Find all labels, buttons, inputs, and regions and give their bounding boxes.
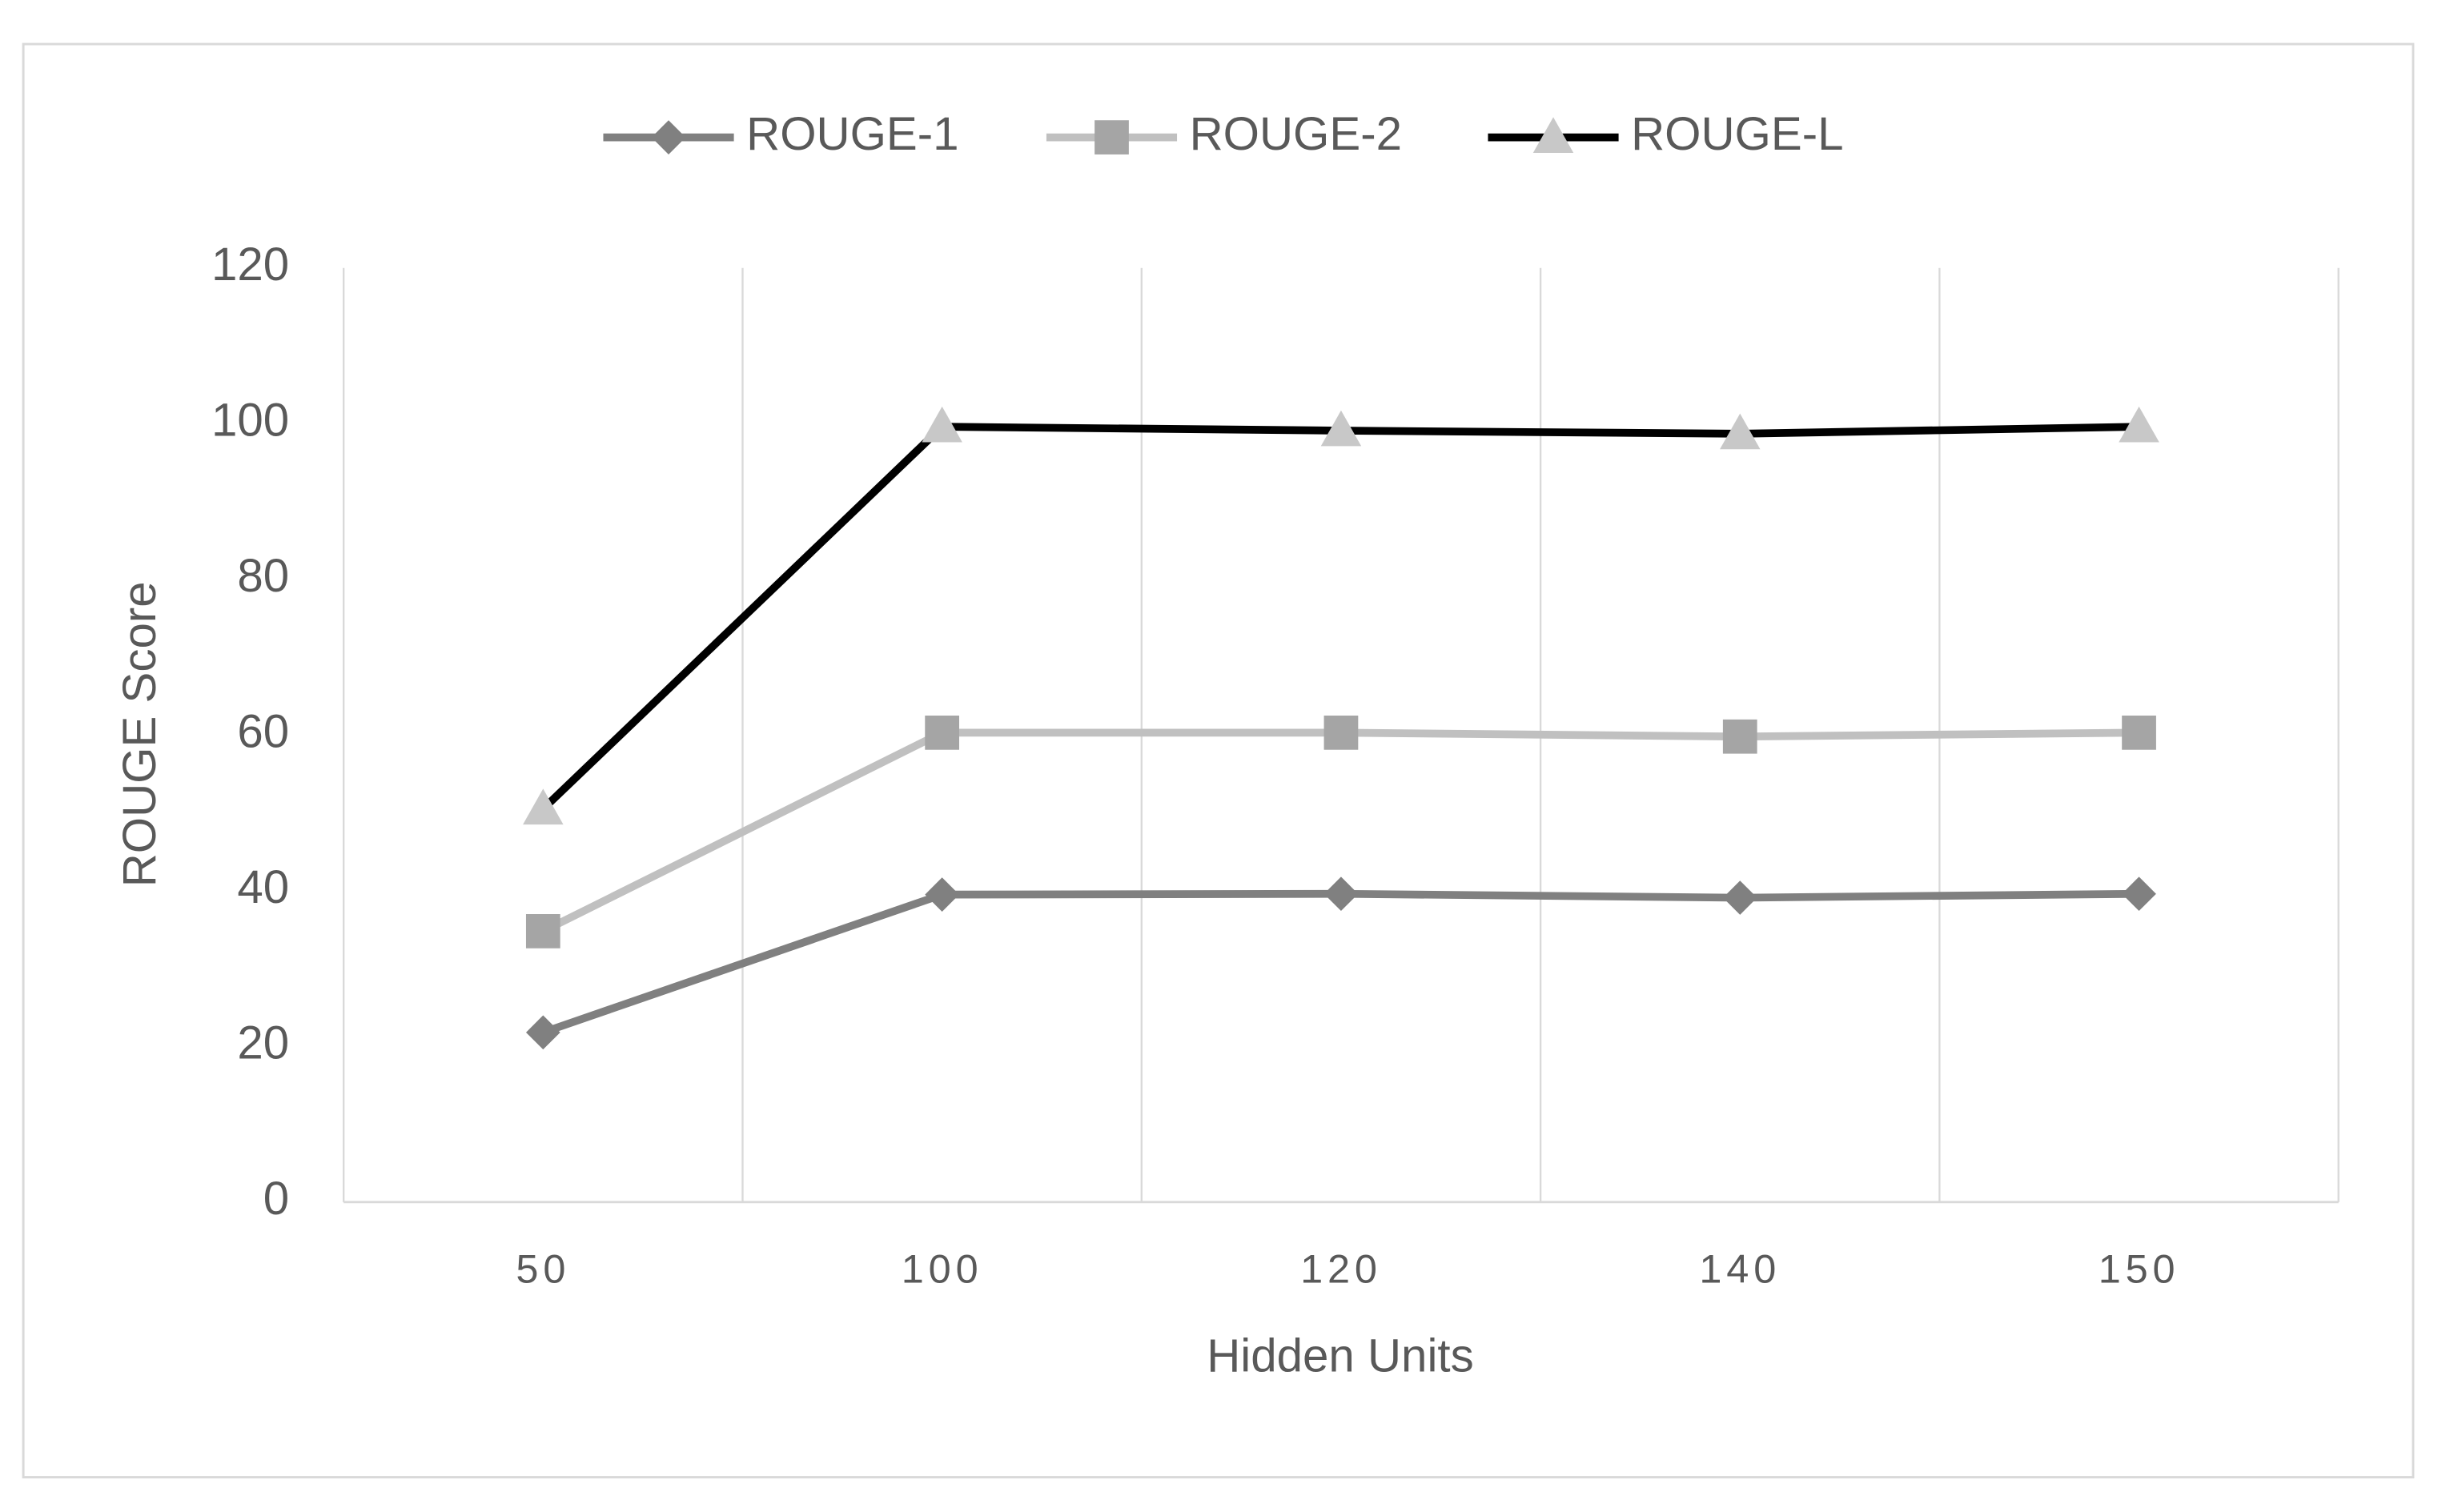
y-tick-label: 0	[263, 1173, 289, 1225]
legend-label: ROUGE-L	[1631, 108, 1843, 160]
y-tick-label: 120	[211, 239, 289, 291]
marker	[2122, 716, 2156, 750]
x-tick-label: 50	[516, 1246, 570, 1292]
y-tick-label: 60	[237, 706, 289, 758]
marker	[1532, 117, 1574, 154]
y-tick-label: 40	[237, 861, 289, 913]
marker	[1720, 413, 1761, 450]
marker	[525, 914, 560, 949]
x-tick-label: 120	[1300, 1246, 1382, 1292]
marker	[1094, 120, 1129, 154]
marker	[925, 716, 959, 750]
x-axis-title: Hidden Units	[1207, 1330, 1474, 1382]
x-tick-label: 140	[1699, 1246, 1781, 1292]
marker	[2119, 406, 2159, 443]
marker	[523, 788, 564, 825]
marker	[1722, 880, 1757, 915]
y-tick-label: 80	[237, 550, 289, 602]
y-tick-label: 20	[237, 1017, 289, 1069]
x-tick-label: 150	[2099, 1246, 2180, 1292]
legend-label: ROUGE-1	[746, 108, 958, 160]
marker	[651, 120, 686, 154]
marker	[922, 406, 962, 443]
y-axis-title: ROUGE Score	[114, 581, 166, 887]
chart-border	[22, 42, 2415, 1479]
x-tick-label: 100	[902, 1246, 983, 1292]
marker	[525, 1015, 560, 1050]
legend-label: ROUGE-2	[1190, 108, 1402, 160]
marker	[1320, 410, 1362, 447]
marker	[1323, 716, 1359, 750]
marker	[1722, 719, 1757, 754]
y-tick-label: 100	[211, 395, 289, 447]
